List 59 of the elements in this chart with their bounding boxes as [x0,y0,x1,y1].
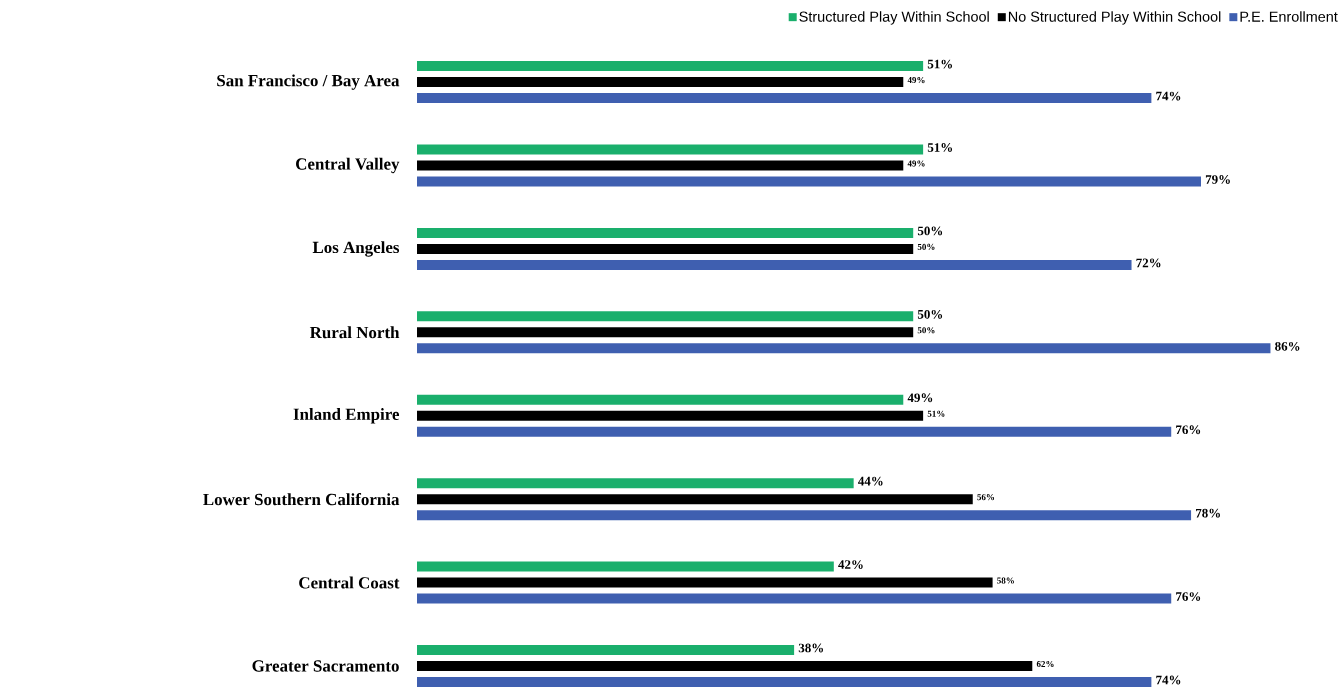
bar [417,144,924,155]
data-label: 42% [838,560,863,569]
data-label: 50% [917,243,935,250]
data-label: 44% [858,476,883,486]
bar [417,327,914,338]
bar [417,227,914,238]
data-label: 62% [1036,660,1054,668]
bar [417,593,1172,604]
data-label: 79% [1205,175,1230,184]
data-label: 50% [917,226,943,236]
bar [417,93,1152,104]
y-tick-label: Rural North [309,326,400,339]
data-label: 58% [997,577,1014,584]
bar [417,410,924,421]
bar [417,676,1152,687]
data-label: 78% [1196,508,1220,518]
data-label: 86% [1275,341,1300,351]
bar [417,561,834,572]
data-label: 56% [977,494,995,501]
bar [417,577,993,588]
data-label: 74% [1156,91,1181,101]
y-tick-label: San Francisco / Bay Area [217,74,400,90]
bar [417,510,1192,521]
bar [417,259,1132,270]
bar [417,311,914,322]
data-label: 51% [927,410,945,417]
bar [417,343,1271,354]
data-label: 50% [917,309,943,319]
data-label: 76% [1176,592,1201,601]
data-label: 50% [917,327,935,334]
bar [417,644,795,655]
data-label: 49% [907,393,933,403]
bar [417,660,1033,671]
bar [417,494,973,505]
legend-label: Structured Play Within School [799,11,989,25]
bar [417,394,904,405]
y-tick-label: Central Coast [299,576,400,589]
data-label: 51% [927,143,953,152]
data-label: 74% [1156,675,1181,685]
y-tick-label: Lower Southern California [203,493,400,506]
bar [417,77,904,88]
bar [417,176,1201,187]
data-label: 49% [907,160,925,167]
y-tick-label: Los Angeles [312,241,400,257]
data-label: 49% [907,77,925,84]
legend-label: No Structured Play Within School [1008,11,1221,25]
legend-label: P.E. Enrollment [1240,11,1338,22]
bar [417,426,1172,437]
data-label: 38% [798,643,823,653]
y-tick-label: Greater Sacramento [252,660,399,672]
bar [417,61,924,72]
y-tick-label: Central Valley [296,157,400,174]
data-label: 51% [927,59,953,69]
bar [417,478,854,489]
data-label: 76% [1176,425,1201,435]
y-tick-label: Inland Empire [293,408,400,424]
bar [417,243,914,254]
data-label: 72% [1136,258,1161,268]
bar [417,160,904,171]
